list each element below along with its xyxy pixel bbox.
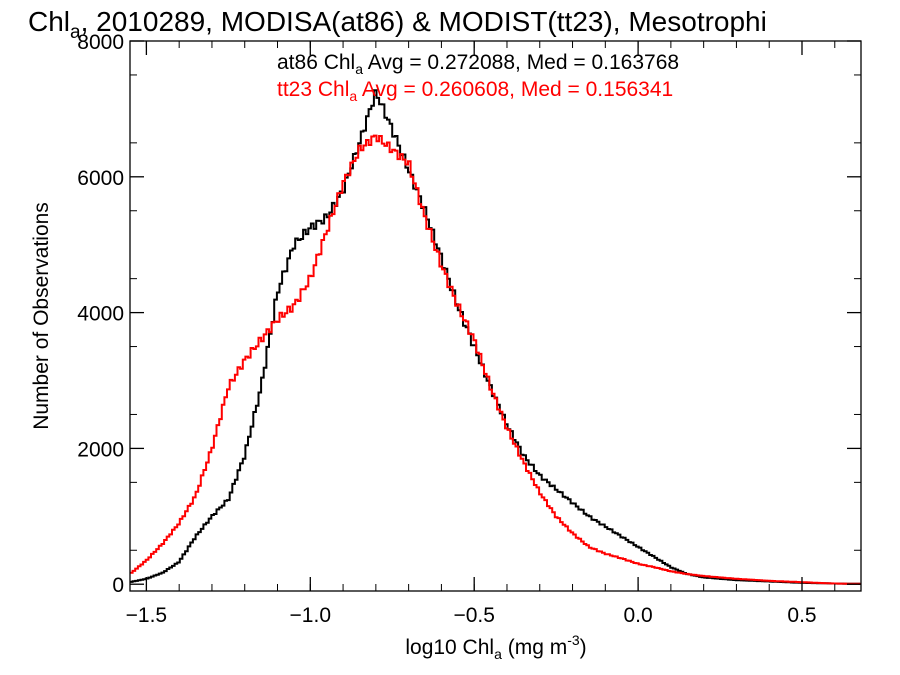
series-1-line <box>130 134 861 585</box>
y-tick-label: 4000 <box>77 303 124 326</box>
x-tick-label: −1.5 <box>126 604 167 627</box>
annotation-tt23: tt23 Chla Avg = 0.260608, Med = 0.156341 <box>277 78 673 104</box>
x-tick-label: 0.5 <box>787 604 816 627</box>
series-0-line <box>130 89 861 585</box>
x-axis-label: log10 Chla (mg m-3) <box>405 632 586 662</box>
y-tick-label: 8000 <box>77 31 124 54</box>
x-tick-label: −1.0 <box>290 604 331 627</box>
series-layer <box>130 89 861 585</box>
x-tick-label: 0.0 <box>623 604 652 627</box>
x-tick-label: −0.5 <box>453 604 494 627</box>
plot-frame <box>129 40 862 592</box>
annotation-at86: at86 Chla Avg = 0.272088, Med = 0.163768 <box>277 51 679 77</box>
y-tick-label: 0 <box>112 574 124 597</box>
y-axis-label: Number of Observations <box>30 202 53 430</box>
y-tick-label: 6000 <box>77 167 124 190</box>
y-tick-label: 2000 <box>77 438 124 461</box>
chart-title: Chla, 2010289, MODISA(at86) & MODIST(tt2… <box>28 6 767 43</box>
y-ticks: 0 2000 4000 6000 8000 <box>77 31 861 597</box>
x-ticks: −1.5 −1.0 −0.5 0.0 0.5 <box>126 41 836 627</box>
